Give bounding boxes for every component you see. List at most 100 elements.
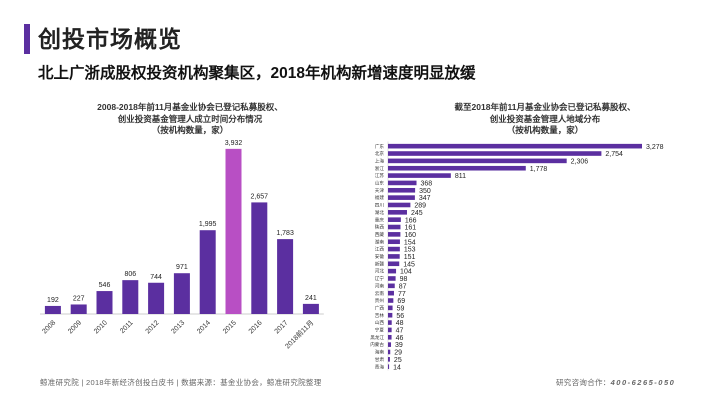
left-bar-value-5: 971	[176, 264, 188, 271]
right-bar-value-7: 347	[419, 195, 431, 202]
footer-source: 鲸准研究院 | 2018年新经济创投白皮书 | 数据来源：基金业协会，鲸准研究院…	[40, 378, 322, 387]
right-bar-3	[388, 165, 526, 171]
left-chart-title-line-2: 创业投资基金管理人成立时间分布情况	[117, 113, 263, 124]
right-tick-label-24: 山西	[375, 319, 385, 326]
right-bar-0	[388, 143, 642, 149]
right-tick-label-2: 上海	[375, 157, 385, 164]
right-bar-value-16: 145	[403, 261, 415, 268]
right-tick-label-26: 黑龙江	[370, 334, 384, 341]
right-bar-value-24: 48	[396, 320, 404, 327]
right-bar-value-26: 46	[396, 335, 404, 342]
right-tick-label-11: 陕西	[375, 224, 385, 231]
left-bar-10	[302, 303, 319, 314]
page-title: 创投市场概览	[38, 26, 182, 52]
right-tick-label-17: 河北	[375, 268, 385, 275]
right-tick-label-30: 青海	[375, 363, 385, 370]
right-bar-23	[388, 312, 393, 318]
left-bar-value-1: 227	[73, 295, 85, 302]
right-bar-value-12: 160	[404, 232, 416, 239]
right-bar-25	[388, 327, 392, 333]
right-tick-label-20: 云南	[375, 290, 385, 297]
right-chart-title-line-2: 创业投资基金管理人地域分布	[489, 113, 601, 124]
right-tick-label-12: 西藏	[375, 231, 385, 238]
right-bar-11	[388, 224, 401, 230]
left-bar-value-7: 3,932	[225, 140, 243, 147]
left-bar-value-0: 192	[47, 297, 59, 304]
right-bar-value-15: 151	[404, 254, 416, 261]
left-tick-label-9: 2017	[274, 319, 290, 335]
left-chart-title-line-3: （按机构数量，家）	[151, 125, 229, 135]
right-bar-27	[388, 342, 392, 347]
right-bar-29	[388, 357, 390, 362]
footer-contact: 研究咨询合作：400-6265-050	[556, 377, 675, 388]
right-bar-1	[388, 151, 602, 156]
left-tick-label-3: 2011	[119, 319, 135, 335]
right-bar-20	[388, 290, 394, 296]
right-bar-value-17: 104	[400, 269, 412, 276]
right-tick-label-7: 福建	[375, 194, 385, 201]
right-tick-label-4: 江苏	[375, 172, 385, 179]
left-bar-0	[44, 305, 61, 314]
right-tick-label-0: 广东	[375, 143, 385, 150]
right-bar-10	[388, 217, 401, 222]
right-bar-26	[388, 334, 392, 340]
right-tick-label-10: 重庆	[375, 216, 385, 223]
right-bar-value-8: 289	[414, 203, 426, 210]
right-tick-label-15: 安徽	[375, 253, 385, 260]
right-bar-2	[388, 158, 567, 164]
left-bar-value-4: 744	[150, 274, 162, 281]
left-tick-label-1: 2009	[67, 319, 83, 335]
left-tick-label-8: 2016	[248, 319, 264, 335]
right-bar-30	[388, 364, 390, 369]
right-bar-value-28: 29	[394, 350, 402, 357]
right-tick-label-14: 江西	[375, 246, 385, 253]
right-bar-value-23: 56	[396, 313, 404, 320]
right-bar-28	[388, 349, 391, 355]
right-bar-21	[388, 298, 394, 303]
right-tick-label-6: 天津	[375, 187, 385, 194]
right-tick-label-21: 贵州	[375, 297, 385, 304]
right-tick-label-16: 新疆	[375, 260, 385, 267]
left-bar-8	[251, 202, 268, 314]
footer-contact-phone: 400-6265-050	[610, 378, 676, 387]
right-bar-value-21: 69	[397, 298, 405, 305]
right-tick-label-22: 广西	[375, 304, 385, 311]
right-bar-14	[388, 246, 400, 252]
left-bar-4	[148, 282, 165, 314]
page-subtitle: 北上广浙成股权投资机构聚集区，2018年机构新增速度明显放缓	[38, 65, 476, 82]
right-bar-16	[388, 261, 400, 267]
left-bar-value-6: 1,995	[199, 221, 217, 228]
left-bar-2	[96, 291, 113, 314]
title-accent-bar	[24, 24, 30, 54]
left-chart-title: 2008-2018年前11月基金业协会已登记私募股权、 创业投资基金管理人成立时…	[40, 102, 340, 137]
right-bar-value-6: 350	[419, 188, 431, 195]
right-bar-value-30: 14	[393, 364, 401, 371]
left-bar-value-9: 1,783	[276, 230, 294, 237]
right-bar-5	[388, 180, 417, 186]
right-bar-value-22: 59	[397, 305, 405, 312]
right-bar-4	[388, 173, 451, 178]
right-bar-22	[388, 305, 393, 311]
right-bar-value-10: 166	[405, 217, 417, 224]
left-bar-value-2: 546	[99, 282, 111, 289]
right-tick-label-13: 湖南	[375, 238, 385, 245]
right-bar-9	[388, 210, 407, 215]
right-tick-label-18: 辽宁	[375, 275, 385, 282]
right-bar-17	[388, 268, 397, 274]
right-bar-value-14: 153	[404, 247, 416, 254]
right-tick-label-25: 宁夏	[375, 327, 385, 333]
right-bar-7	[388, 195, 415, 200]
right-tick-label-23: 吉林	[375, 312, 385, 319]
right-bar-value-4: 811	[455, 173, 466, 180]
left-tick-label-5: 2013	[170, 319, 186, 335]
right-bar-value-0: 3,278	[646, 144, 664, 151]
left-tick-label-7: 2015	[222, 319, 238, 335]
right-bar-value-27: 39	[395, 342, 403, 349]
right-bar-value-18: 98	[400, 276, 408, 283]
right-bar-value-11: 161	[404, 225, 416, 232]
right-tick-label-8: 四川	[375, 203, 385, 208]
left-tick-label-6: 2014	[196, 319, 212, 335]
right-tick-label-27: 内蒙古	[370, 341, 384, 348]
right-bar-6	[388, 187, 416, 193]
